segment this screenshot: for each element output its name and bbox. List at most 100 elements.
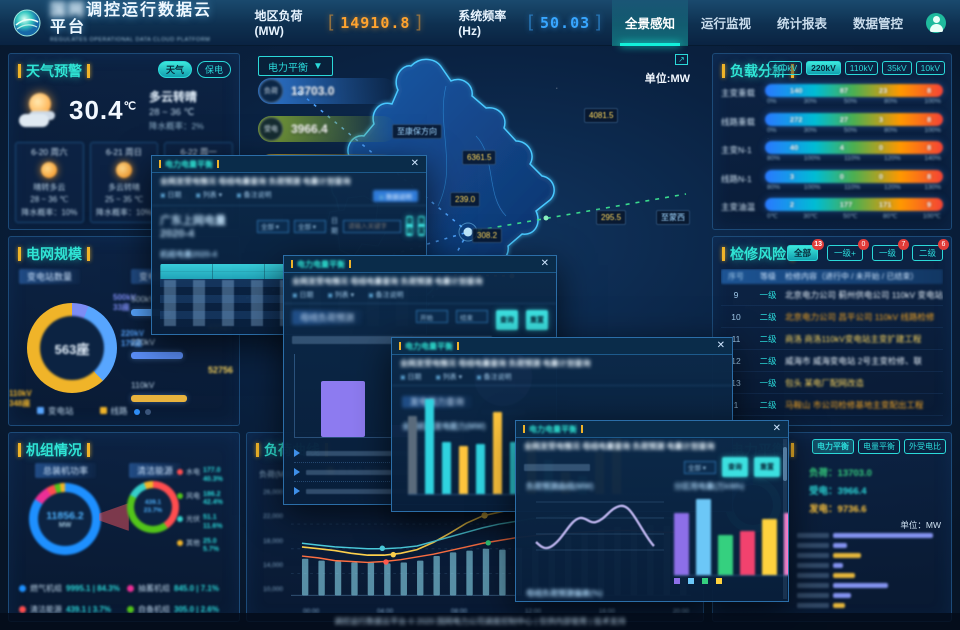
y-tick: 22,000	[263, 513, 283, 521]
info-button[interactable]: 数据说明	[372, 190, 418, 202]
table-row[interactable]: 9 一级 北京电力公司 蓟州供电公司 110kV 变电站检修	[721, 284, 943, 306]
toolbar-item[interactable]: 日期	[400, 372, 421, 382]
count-badge: 7	[897, 239, 909, 250]
risk-filter-button[interactable]: 二级 6	[911, 239, 949, 261]
toolbar-item[interactable]: 列表 ▾	[435, 372, 462, 382]
panel-title: 天气预警	[18, 61, 90, 81]
close-icon[interactable]: ✕	[410, 158, 419, 169]
reset-button[interactable]: 重置	[754, 457, 780, 477]
toolbar-item[interactable]: 日期	[160, 190, 181, 202]
table-row[interactable]: 13 一级 包头 某电厂配网改造	[721, 372, 943, 394]
pill-value: 3966.4	[291, 122, 328, 136]
nav-tab[interactable]: 数据管控	[852, 17, 903, 31]
footer-text: 调控运行数据云平台 © 2020 国网电力公司调度控制中心 | 仅供内部使用 |…	[334, 617, 626, 626]
bar	[674, 513, 689, 575]
close-icon[interactable]: ✕	[716, 340, 725, 351]
table-header: 序号 等级 检修内容（进行中 / 未开始 / 已结束）	[721, 269, 943, 284]
table-row[interactable]: 1 二级 马鞍山 市公司检修基地主变配出工程	[721, 394, 943, 416]
pagination-dots[interactable]	[134, 409, 151, 415]
table-row[interactable]: 11 二级 商洛 商洛110kV变电站主变扩建工程	[721, 328, 943, 350]
balance-mode-button[interactable]: 外受电比	[904, 439, 946, 454]
toolbar-item[interactable]: 日期	[292, 290, 313, 300]
hbar	[833, 583, 888, 588]
voltage-filter-button[interactable]: 500kV	[768, 61, 803, 75]
window-titlebar[interactable]: 电力电量平衡 ✕	[516, 421, 788, 438]
search-input[interactable]	[343, 219, 401, 233]
filter-select[interactable]: 全部 ▾	[684, 460, 716, 474]
hbar	[833, 603, 845, 608]
window-titlebar[interactable]: 电力电量平衡 ✕	[392, 338, 732, 355]
substation-donut-chart: 563座	[27, 303, 117, 393]
legend-item: 风电 186.2 42.4%	[177, 491, 233, 509]
window-title: 电力电量平衡	[297, 259, 345, 269]
window-subtitle: 全网发受电情况 母线电量查询 负荷预测 电量计划查询	[400, 359, 591, 368]
close-icon[interactable]: ✕	[772, 423, 781, 434]
risk-filter-button[interactable]: 一级+ 0	[827, 239, 869, 261]
load-gauge-row: 主变油温 2 177 171 9 0℃ 30℃ 50℃ 80℃ 100℃	[721, 198, 943, 220]
start-select[interactable]: 开始	[416, 310, 448, 323]
scrollbar[interactable]	[783, 439, 787, 599]
close-icon[interactable]: ✕	[540, 258, 549, 269]
map-value-tag: 239.0	[450, 192, 481, 207]
window-subtitle: 全网发受电情况 母线电量查询 负荷预测 电量计划查询	[524, 442, 715, 451]
filter-select[interactable]: 全部 ▾	[294, 219, 326, 233]
table-row[interactable]: 12 二级 威海市 威海变电站 2号主变检修、联	[721, 350, 943, 372]
bar	[459, 446, 468, 494]
table-caption: 机组电量2020-4	[160, 250, 217, 259]
brand: 国网调控运行数据云平台 REGULATES OPERATIONAL DATA C…	[50, 2, 229, 43]
voltage-filter-button[interactable]: 35kV	[882, 61, 912, 75]
voltage-filter-button[interactable]: 110kV	[844, 61, 879, 75]
popup-window-4: 电力电量平衡 ✕ 全网发受电情况 母线电量查询 负荷预测 电量计划查询 全部 ▾…	[515, 420, 789, 602]
current-weather: 30.4℃ 多云转晴 28 ~ 36 ℃ 降水概率：2%	[19, 84, 233, 136]
toolbar-item[interactable]: 列表 ▾	[327, 290, 354, 300]
reset-button[interactable]: 重置	[418, 216, 425, 236]
legend-item: 水电 177.0 40.3%	[177, 467, 233, 485]
balance-mode-button[interactable]: 电力平衡	[812, 439, 854, 454]
toolbar-item[interactable]: 备注说明	[476, 372, 512, 382]
chart-title: 母线负荷预测偏差(%)	[526, 589, 603, 598]
panel-title: 检修风险	[722, 244, 794, 264]
user-avatar[interactable]	[926, 12, 946, 33]
table-row[interactable]: 10 二级 北京电力公司 昌平公司 110kV 线路检修	[721, 306, 943, 328]
balance-mode-dropdown[interactable]: 电力平衡 ▼	[258, 56, 333, 76]
balance-mode-button[interactable]: 电量平衡	[858, 439, 900, 454]
bar	[425, 399, 434, 494]
hbar	[833, 533, 933, 538]
risk-filter-button[interactable]: 全部 13	[786, 239, 824, 261]
toolbar-item[interactable]: 备注说明	[368, 290, 404, 300]
reset-button[interactable]: 重置	[526, 310, 548, 330]
weather-tab-button[interactable]: 天气	[157, 61, 192, 78]
footer-bar: 调控运行数据云平台 © 2020 国网电力公司调度控制中心 | 仅供内部使用 |…	[0, 613, 960, 630]
risk-filter-button[interactable]: 一级 7	[871, 239, 909, 261]
toolbar-item[interactable]: 列表 ▾	[195, 190, 222, 202]
nav-tab[interactable]: 运行监视	[700, 17, 751, 31]
system-frequency-stat: 系统频率(Hz) [50.03]	[458, 7, 612, 38]
window-title: 电力电量平衡	[165, 159, 213, 169]
area-load-label: 地区负荷(MW)	[254, 9, 303, 38]
window-titlebar[interactable]: 电力电量平衡 ✕	[284, 256, 556, 273]
end-select[interactable]: 结束	[456, 310, 488, 323]
hbar	[833, 573, 855, 578]
fullscreen-icon[interactable]: ↗	[675, 54, 688, 65]
voltage-filter-button[interactable]: 220kV	[806, 61, 841, 75]
filter-select[interactable]: 全部 ▾	[257, 219, 289, 233]
voltage-filter-button[interactable]: 10kV	[915, 61, 945, 75]
nav-tab[interactable]: 全景感知	[612, 0, 688, 46]
chevron-down-icon: ▼	[313, 60, 323, 72]
forecast-line	[535, 504, 655, 550]
search-button[interactable]: 查询	[496, 310, 518, 330]
temp-range: 28 ~ 36 ℃	[148, 106, 195, 118]
window-titlebar[interactable]: 电力电量平衡 ✕	[152, 156, 426, 173]
search-button[interactable]: 查询	[722, 457, 748, 477]
power-protect-tab-button[interactable]: 保电	[196, 61, 231, 78]
toolbar-item[interactable]: 备注说明	[236, 190, 272, 202]
map-stat-pill[interactable]: 负荷 13703.0	[258, 78, 396, 104]
pill-label: 受电	[259, 117, 283, 141]
count-badge: 6	[938, 239, 949, 250]
search-button[interactable]: 查询	[406, 216, 413, 236]
window-toolbar: 日期 列表 ▾ 备注说明 数据说明	[152, 188, 426, 206]
bar	[493, 412, 502, 494]
gradient-gauge-bar: 2 177 171 9	[765, 198, 943, 211]
map-stat-pill[interactable]: 受电 3966.4	[258, 116, 396, 142]
nav-tab[interactable]: 统计报表	[776, 17, 827, 31]
